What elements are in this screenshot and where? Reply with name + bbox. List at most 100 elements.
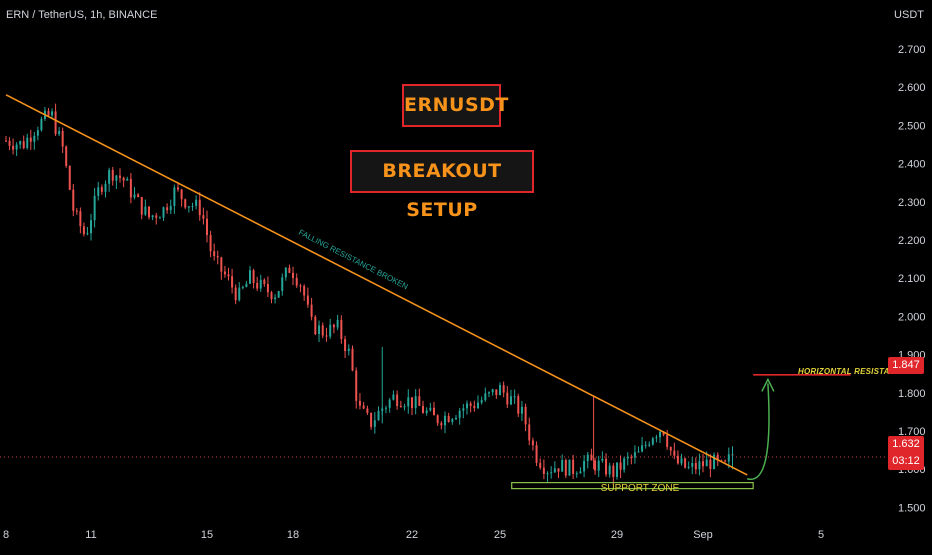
candle-body: [414, 396, 417, 409]
x-tick-label: 18: [287, 529, 299, 541]
candle-body: [245, 283, 248, 288]
candle-body: [455, 417, 457, 420]
candle-body: [191, 205, 194, 207]
candle-body: [553, 468, 556, 473]
candle-body: [47, 110, 50, 116]
candle-body: [659, 431, 661, 438]
candle-body: [550, 472, 553, 474]
candle-body: [612, 465, 615, 477]
candle-body: [557, 468, 560, 472]
candle-body: [466, 403, 468, 409]
symbol-title: ERNUSDT: [404, 94, 509, 116]
candle-body: [75, 210, 78, 212]
candle-body: [564, 459, 567, 476]
candle-body: [180, 189, 183, 200]
candle-body: [499, 385, 501, 396]
candle-body: [158, 217, 161, 219]
candle-body: [198, 199, 201, 216]
candle-body: [97, 187, 100, 196]
x-tick-label: 15: [201, 529, 213, 541]
candle-body: [506, 392, 509, 405]
candle-body: [249, 270, 251, 284]
candle-body: [542, 467, 545, 474]
candle-body: [274, 297, 277, 300]
resistance-price-tag: 1.847: [888, 357, 924, 374]
candle-body: [384, 407, 387, 409]
candle-body: [177, 187, 179, 190]
candle-body: [407, 397, 410, 407]
x-tick-label: 11: [85, 529, 96, 541]
candle-body: [377, 410, 380, 421]
candle-body: [727, 454, 730, 462]
candle-body: [281, 277, 284, 292]
candle-body: [716, 454, 719, 461]
candle-body: [15, 144, 18, 150]
candle-body: [531, 440, 534, 446]
candle-body: [691, 463, 694, 467]
candle-body: [366, 408, 369, 413]
candle-body: [396, 394, 399, 406]
candle-body: [122, 177, 125, 181]
candle-body: [418, 396, 421, 406]
breakout-arrow: [747, 383, 770, 481]
candle-body: [140, 197, 143, 215]
candle-body: [155, 215, 158, 218]
candle-body: [259, 279, 262, 289]
candle-body: [216, 256, 219, 258]
candle-body: [641, 445, 644, 452]
candle-body: [637, 451, 640, 453]
candle-body: [318, 325, 321, 335]
breakout-arrow-head: [761, 377, 775, 392]
candle-body: [616, 462, 618, 477]
candle-body: [626, 456, 629, 459]
falling-resistance-line: [5, 94, 748, 476]
candle-body: [586, 454, 589, 461]
candle-body: [546, 473, 549, 475]
candle-body: [422, 405, 424, 414]
candle-body: [433, 407, 435, 416]
candle-body: [72, 189, 75, 211]
candle-body: [104, 183, 107, 192]
trendline-label: FALLING RESISTANCE BROKEN: [297, 228, 410, 292]
candle-body: [129, 178, 132, 198]
candle-body: [220, 257, 223, 272]
candle-body: [79, 211, 82, 227]
candle-body: [54, 111, 57, 135]
candle-body: [40, 119, 43, 131]
candle-body: [601, 458, 604, 461]
candle-body: [108, 170, 111, 184]
candle-body: [195, 199, 198, 206]
candle-body: [277, 291, 280, 298]
candle-body: [539, 462, 542, 468]
candle-body: [184, 199, 187, 208]
candle-body: [65, 146, 68, 166]
candle-body: [119, 175, 121, 178]
candle-body: [5, 140, 7, 142]
candle-body: [623, 458, 626, 470]
candle-body: [698, 461, 701, 470]
candle-body: [148, 206, 150, 218]
candle-body: [36, 130, 39, 136]
candle-body: [223, 271, 226, 275]
x-tick-label: 29: [611, 529, 623, 541]
candle-body: [520, 406, 523, 414]
candle-body: [321, 325, 324, 336]
x-tick-label: 22: [406, 529, 418, 541]
candle-body: [58, 130, 61, 135]
candle-body: [484, 393, 487, 401]
candle-body: [332, 324, 335, 328]
candle-body: [169, 205, 172, 211]
support-zone-box: [511, 482, 754, 490]
candle-body: [303, 286, 306, 296]
support-zone-label: SUPPORT ZONE: [600, 483, 680, 494]
candle-body: [568, 459, 571, 476]
candle-body: [26, 137, 29, 149]
candle-body: [411, 397, 413, 409]
candle-body: [288, 267, 291, 273]
candle-body: [694, 463, 697, 470]
candle-body: [619, 462, 622, 470]
candle-body: [137, 194, 140, 198]
candle-body: [256, 282, 259, 289]
